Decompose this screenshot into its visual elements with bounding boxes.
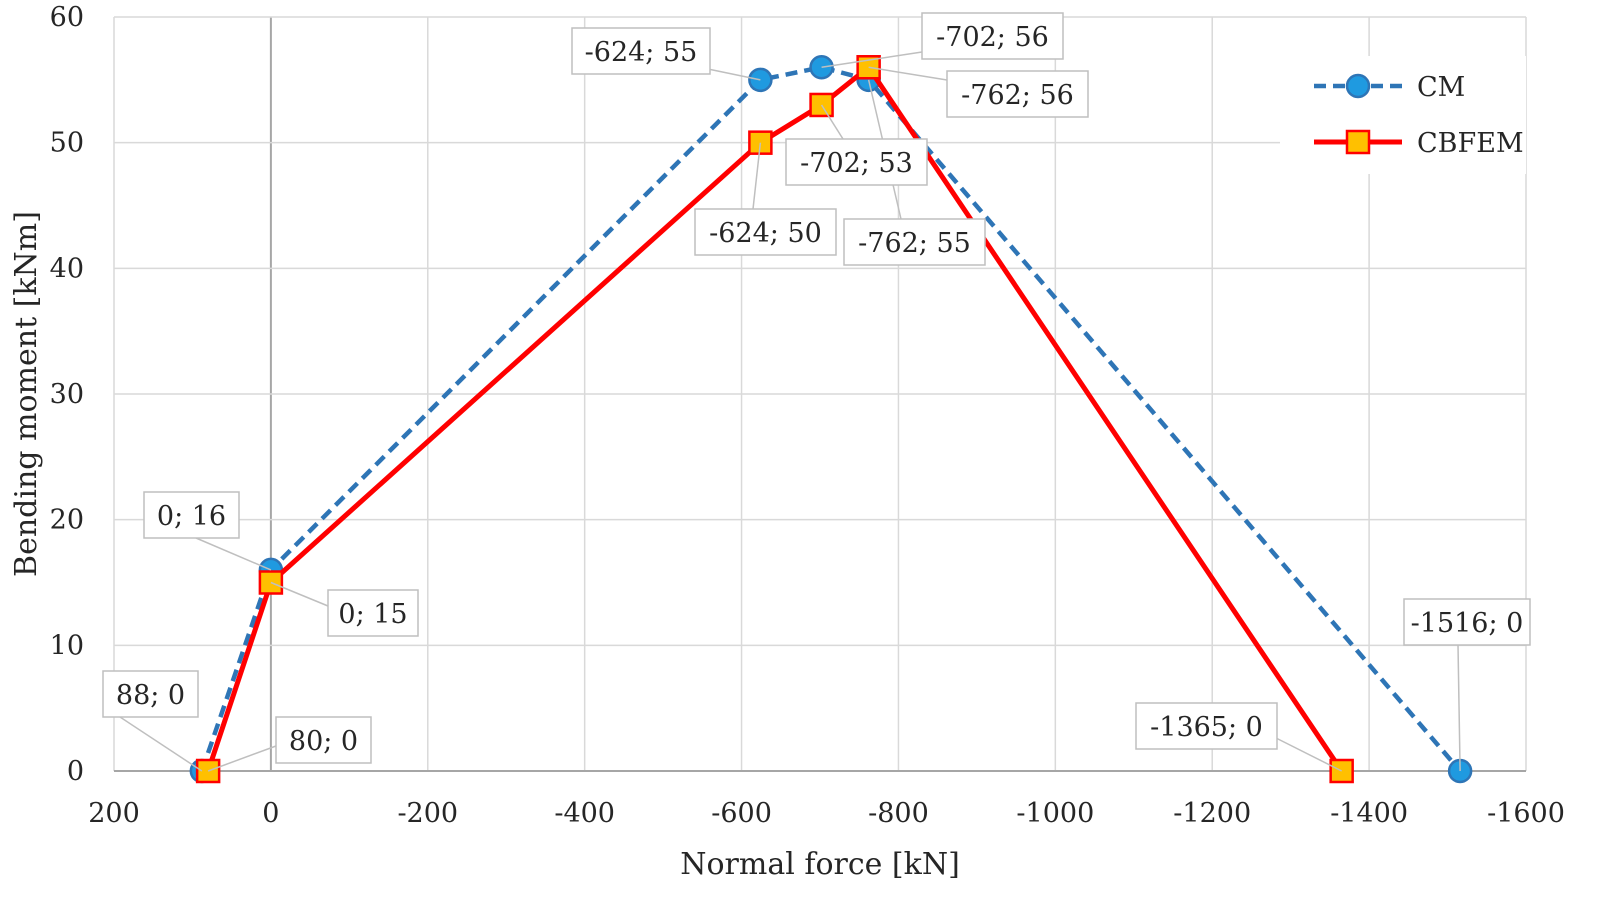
data-label-leader xyxy=(270,581,329,607)
axis-group: Normal force [kN] Bending moment [kNm] 2… xyxy=(9,2,1565,882)
data-label-leader xyxy=(195,537,272,571)
data-label-leader xyxy=(821,51,923,69)
data-label: 0; 15 xyxy=(338,599,407,630)
legend-label-cbfem: CBFEM xyxy=(1417,128,1524,159)
y-tick-label: 60 xyxy=(50,2,84,33)
data-label: -702; 56 xyxy=(936,22,1049,53)
data-label: -624; 55 xyxy=(585,37,698,68)
data-label-leader xyxy=(752,142,762,210)
series-line-cm xyxy=(199,64,1462,773)
x-tick-label: -1600 xyxy=(1487,798,1565,829)
x-tick-label: 0 xyxy=(262,798,279,829)
data-label: -1516; 0 xyxy=(1411,608,1524,639)
y-tick-label: 40 xyxy=(50,253,84,284)
data-label: -624; 50 xyxy=(709,218,822,249)
data-label-box xyxy=(1403,598,1531,646)
data-label-box xyxy=(327,589,419,637)
data-label-group: 88; 0 0; 16 -624; 55 -702; 56 -762; 55 -1516;… xyxy=(102,12,1531,772)
cbfem-point xyxy=(856,55,881,80)
data-label-box xyxy=(102,670,199,718)
x-tick-label: -1400 xyxy=(1330,798,1408,829)
data-label-leader xyxy=(119,716,203,772)
data-label-box xyxy=(1135,702,1278,750)
series-group xyxy=(189,55,1473,784)
x-tick-label: -600 xyxy=(711,798,772,829)
series-line-cbfem xyxy=(205,63,1344,773)
data-label: 88; 0 xyxy=(116,680,185,711)
data-label: -1365; 0 xyxy=(1150,712,1263,743)
data-label-leader xyxy=(1275,737,1342,772)
data-label-box xyxy=(946,70,1089,118)
x-tick-label: -800 xyxy=(868,798,929,829)
data-label: -762; 56 xyxy=(961,80,1074,111)
legend: CM CBFEM xyxy=(1280,56,1526,174)
y-tick-label: 20 xyxy=(50,505,84,536)
data-label-box xyxy=(921,12,1064,60)
data-label-box xyxy=(843,218,986,266)
y-tick-label: 0 xyxy=(67,756,84,787)
x-tick-label: -200 xyxy=(397,798,458,829)
data-label-leader xyxy=(707,68,761,81)
y-axis-title: Bending moment [kNm] xyxy=(9,211,44,577)
x-axis-title: Normal force [kN] xyxy=(680,847,960,882)
legend-marker-cm xyxy=(1345,73,1371,99)
data-label-leader xyxy=(868,66,948,81)
x-tick-label: -1200 xyxy=(1173,798,1251,829)
y-tick-label: 10 xyxy=(50,630,84,661)
data-label-leader xyxy=(1457,644,1461,772)
x-tick-label: 200 xyxy=(88,798,140,829)
data-label-leader xyxy=(820,104,844,140)
y-tick-label: 30 xyxy=(50,379,84,410)
data-label: -702; 53 xyxy=(800,148,913,179)
data-label-box xyxy=(275,716,372,764)
data-label: -762; 55 xyxy=(858,228,971,259)
data-label: 80; 0 xyxy=(289,726,358,757)
x-tick-label: -1000 xyxy=(1016,798,1094,829)
legend-background xyxy=(1280,56,1526,174)
data-label-box xyxy=(694,208,837,256)
data-label-box xyxy=(785,138,928,186)
data-label-box xyxy=(571,27,711,75)
legend-label-cm: CM xyxy=(1417,72,1465,103)
data-label: 0; 16 xyxy=(157,501,226,532)
data-label-leader xyxy=(207,745,277,772)
legend-marker-cbfem xyxy=(1345,129,1371,155)
data-label-box xyxy=(143,491,240,539)
x-tick-label: -400 xyxy=(554,798,615,829)
y-tick-label: 50 xyxy=(50,128,84,159)
